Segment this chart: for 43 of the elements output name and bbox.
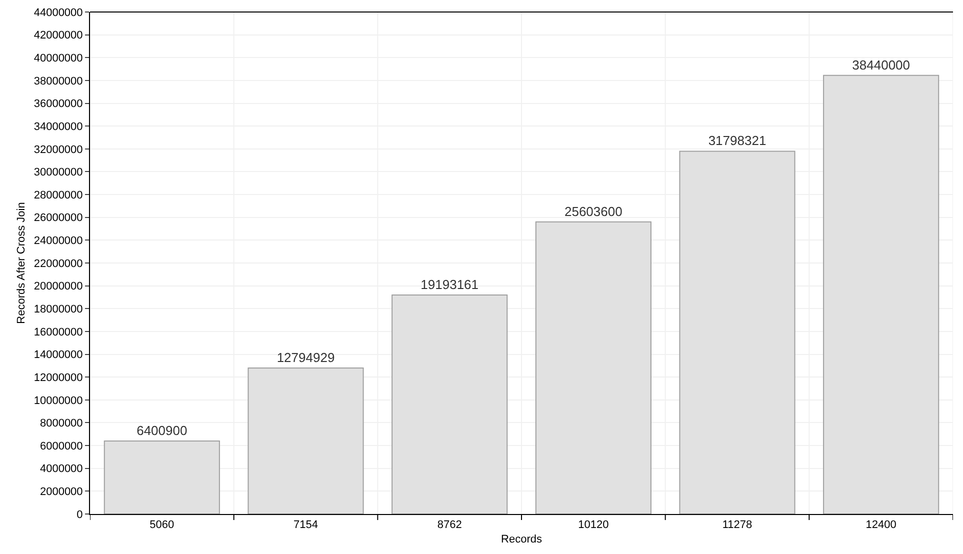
y-tick-label: 8000000 (40, 418, 83, 430)
bar (535, 221, 652, 514)
bar (104, 440, 220, 514)
y-tick-label: 40000000 (34, 52, 83, 64)
y-tick-label: 16000000 (34, 326, 83, 338)
y-tick-label: 32000000 (34, 144, 83, 156)
x-tick-label: 11278 (722, 519, 752, 532)
x-tick-label: 10120 (578, 519, 609, 532)
y-tick-label: 0 (76, 508, 83, 521)
y-tick-label: 24000000 (34, 235, 83, 248)
bar (679, 150, 796, 514)
data-label: 6400900 (136, 422, 188, 438)
x-tick-label: 12400 (866, 519, 896, 532)
y-tick-label: 6000000 (40, 440, 83, 452)
y-tick-label: 34000000 (34, 120, 83, 133)
y-tick-label: 30000000 (34, 166, 83, 179)
x-tick-label: 5060 (150, 519, 174, 532)
y-tick-label: 44000000 (34, 6, 83, 19)
x-axis-title: Records (501, 533, 542, 546)
data-label: 31798321 (708, 133, 766, 148)
y-tick-label: 20000000 (34, 280, 83, 293)
y-axis-title: Records After Cross Join (15, 202, 28, 324)
data-label: 38440000 (852, 57, 910, 72)
x-tick-label: 7154 (294, 519, 318, 532)
y-tick-label: 26000000 (34, 212, 83, 224)
y-tick-label: 28000000 (34, 189, 83, 202)
data-label: 25603600 (564, 204, 622, 219)
y-tick-label: 22000000 (34, 258, 83, 270)
bar (392, 294, 508, 514)
y-tick-label: 42000000 (34, 30, 83, 42)
y-tick-label: 38000000 (34, 75, 83, 88)
y-tick-label: 10000000 (34, 394, 83, 407)
data-label: 12794929 (276, 350, 335, 366)
x-tick-label: 8762 (437, 519, 462, 532)
bar (248, 368, 364, 514)
y-tick-label: 36000000 (34, 98, 83, 110)
y-tick-label: 2000000 (40, 486, 83, 498)
y-tick-label: 4000000 (40, 463, 83, 476)
y-tick-label: 18000000 (34, 303, 83, 316)
bar (823, 74, 940, 514)
data-label: 19193161 (420, 277, 479, 292)
y-tick-label: 14000000 (34, 349, 83, 362)
y-tick-label: 12000000 (34, 372, 83, 384)
